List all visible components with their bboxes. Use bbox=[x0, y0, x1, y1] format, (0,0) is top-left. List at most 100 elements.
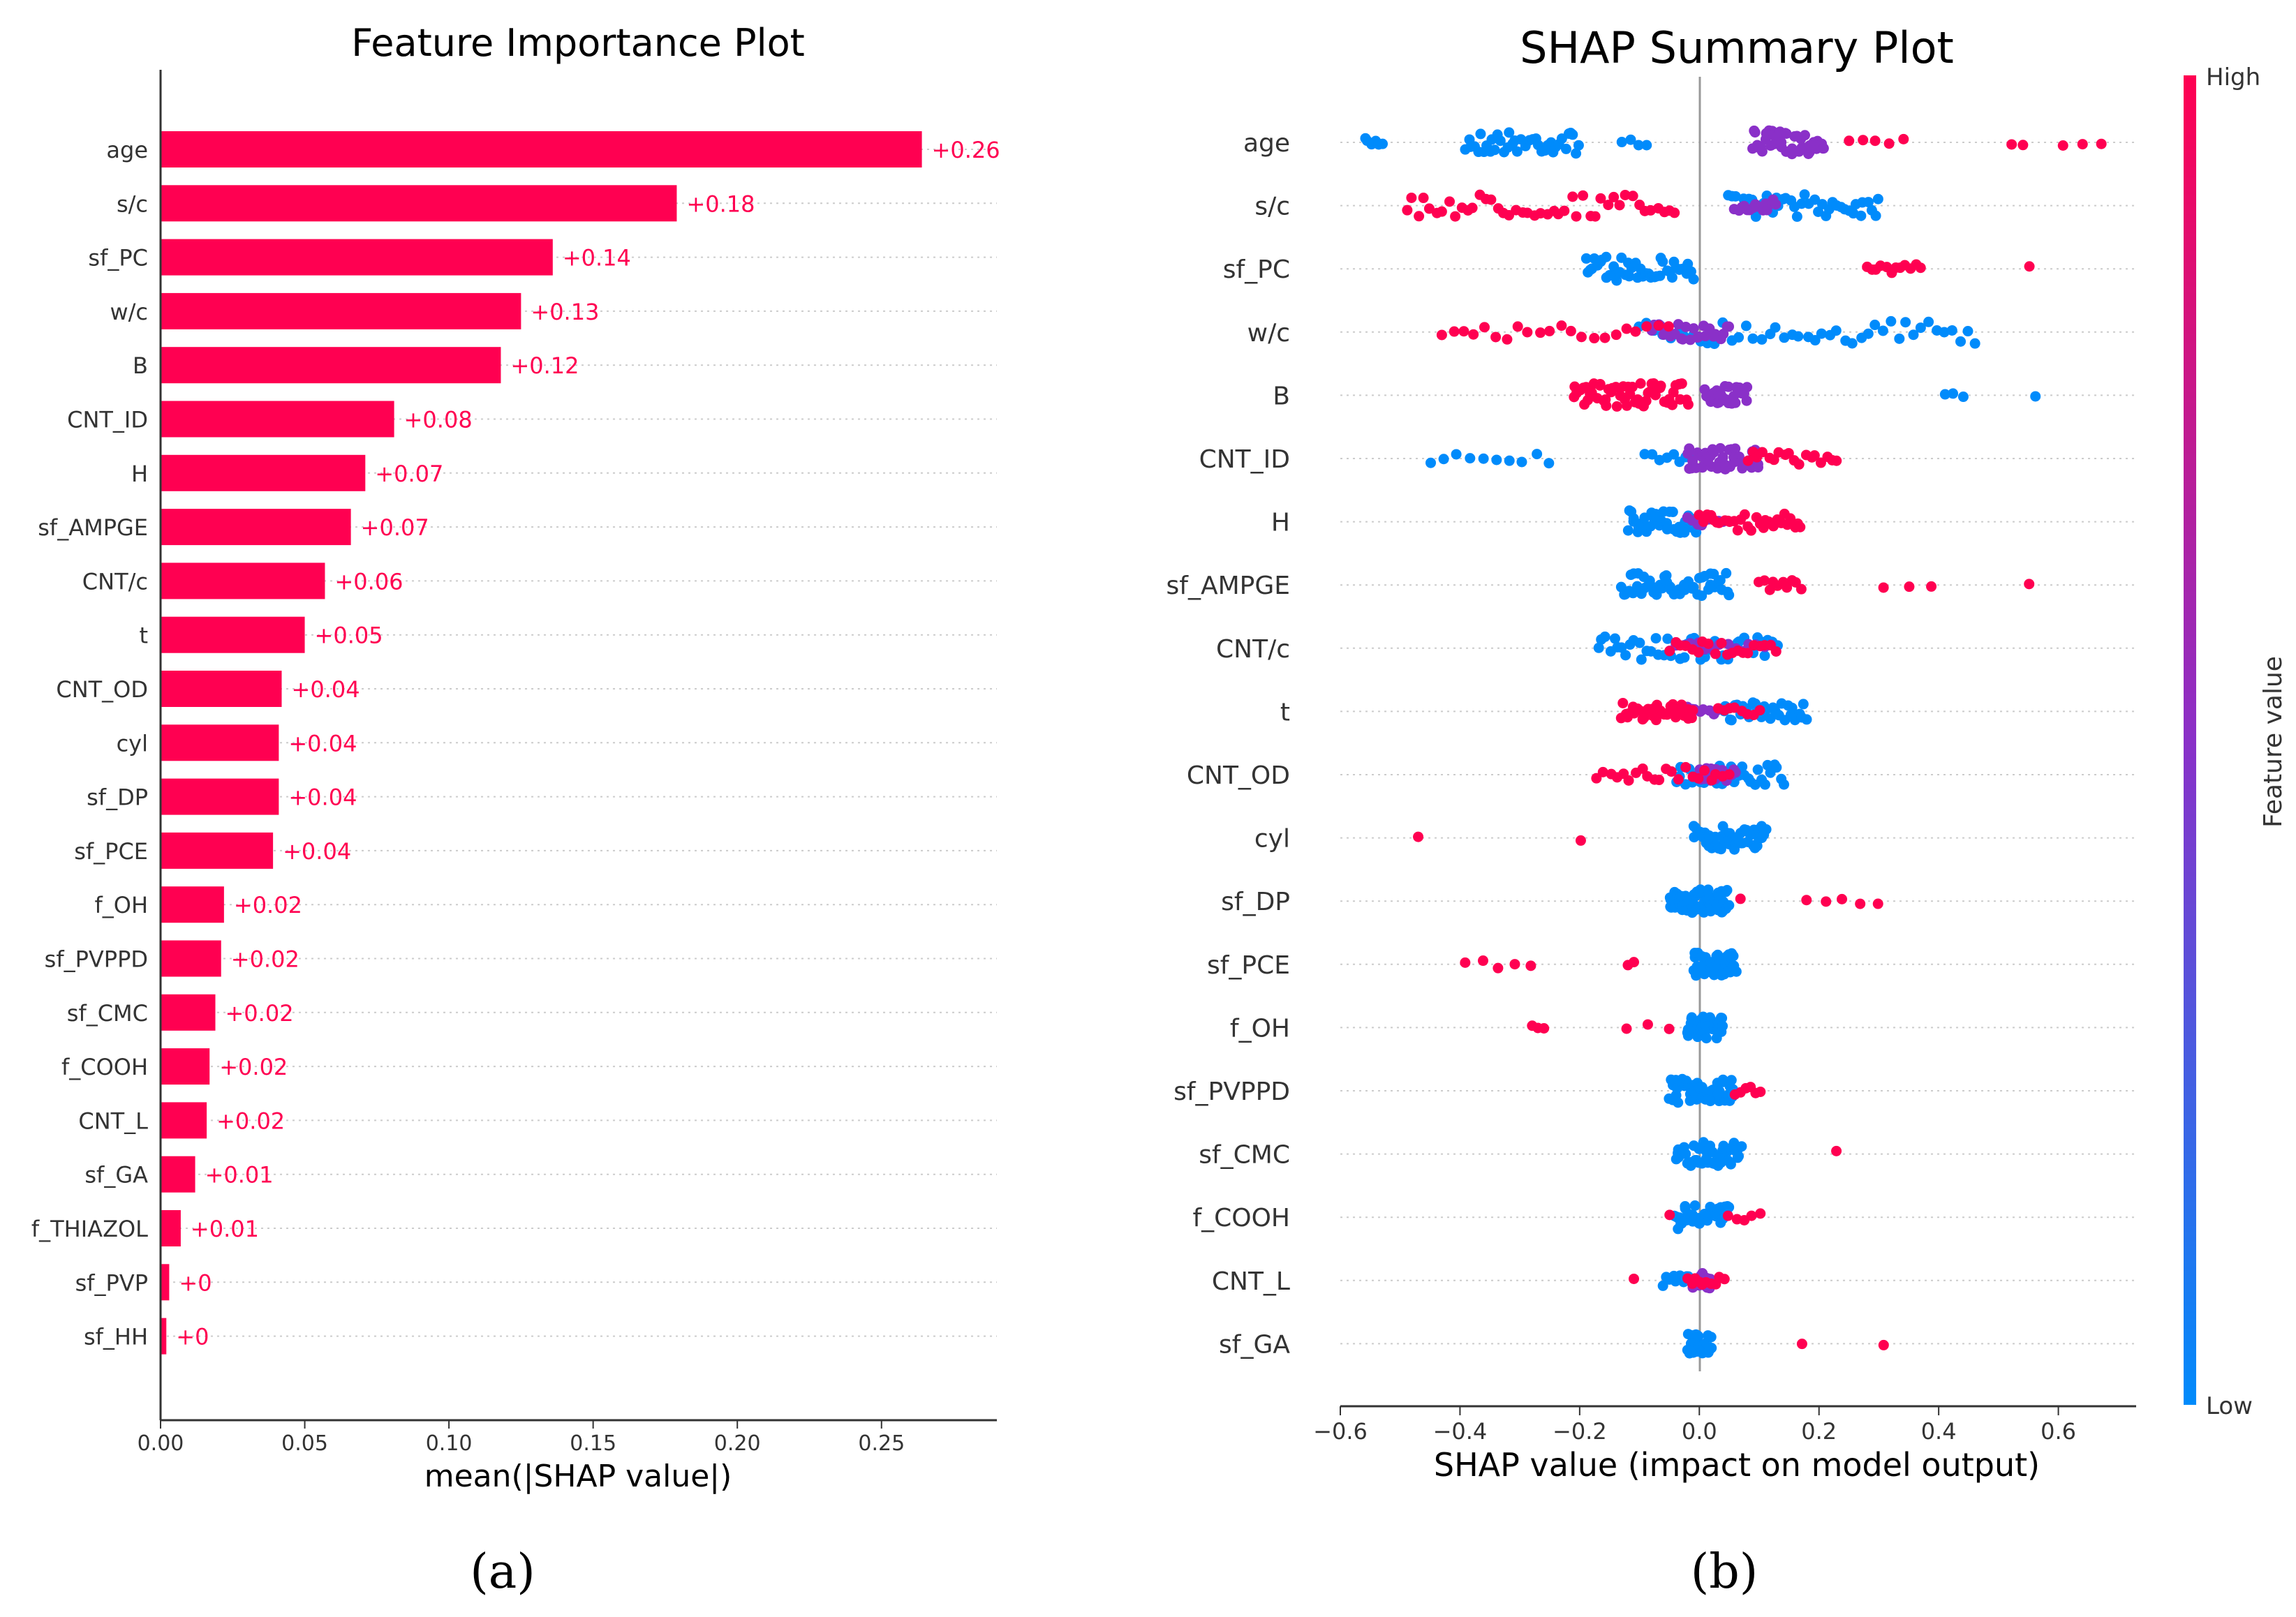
point-sf_PVPPD-low bbox=[1726, 1075, 1737, 1086]
point-w/c-low bbox=[1908, 329, 1919, 341]
point-B-high bbox=[1640, 395, 1652, 406]
bar-sf_PVP bbox=[161, 1264, 170, 1301]
point-CNT/c-low bbox=[1593, 642, 1604, 653]
point-f_OH-low bbox=[1701, 1033, 1712, 1044]
point-sf_PC-low bbox=[1580, 253, 1592, 264]
point-t-low bbox=[1801, 714, 1812, 725]
point-t-high bbox=[1687, 705, 1698, 716]
point-sf_PCE-high bbox=[1493, 962, 1504, 974]
bar-sf_HH bbox=[161, 1318, 167, 1355]
bar-s/c bbox=[161, 185, 677, 222]
point-w/c-low bbox=[1962, 326, 1973, 337]
point-f_OH-high bbox=[1664, 1023, 1675, 1034]
point-sf_DP-high bbox=[1801, 895, 1812, 906]
point-age-low bbox=[1641, 140, 1652, 151]
point-w/c-high bbox=[1449, 326, 1460, 337]
bar-value-label: +0.04 bbox=[288, 784, 357, 811]
point-B-low bbox=[1948, 388, 1959, 399]
category-label-B: B bbox=[133, 352, 148, 379]
point-sf_PC-low bbox=[1654, 270, 1666, 281]
bar-CNT/c bbox=[161, 562, 325, 599]
point-t-high bbox=[1667, 699, 1678, 710]
category-label-sf_CMC: sf_CMC bbox=[67, 1000, 148, 1027]
category-label-CNT/c: CNT/c bbox=[1216, 635, 1290, 664]
point-t-high bbox=[1650, 715, 1661, 726]
point-w/c-low bbox=[1747, 333, 1758, 344]
point-CNT_ID-low bbox=[1438, 454, 1449, 465]
point-w/c-low bbox=[1809, 335, 1821, 346]
point-w/c-low bbox=[1946, 325, 1957, 336]
bar-value-label: +0.13 bbox=[531, 299, 599, 325]
bar-sf_PC bbox=[161, 239, 553, 276]
category-label-f_COOH: f_COOH bbox=[61, 1054, 148, 1080]
point-sf_PCE-low bbox=[1728, 951, 1739, 962]
category-label-sf_PVPPD: sf_PVPPD bbox=[1173, 1078, 1290, 1106]
point-sf_DP-high bbox=[1735, 893, 1746, 904]
bar-sf_CMC bbox=[161, 994, 216, 1031]
point-s/c-high bbox=[1590, 211, 1601, 222]
point-t-low bbox=[1798, 699, 1809, 710]
point-sf_PC-high bbox=[2024, 261, 2035, 272]
point-s/c-high bbox=[1608, 191, 1620, 202]
category-label-B: B bbox=[1273, 382, 1290, 410]
bar-w/c bbox=[161, 292, 521, 329]
point-age-low bbox=[1571, 148, 1582, 159]
point-CNT_ID-low bbox=[1425, 457, 1437, 468]
category-label-sf_DP: sf_DP bbox=[1221, 888, 1290, 916]
panel-b-points bbox=[1360, 125, 2107, 1359]
point-s/c-high bbox=[1414, 211, 1425, 222]
bar-H bbox=[161, 454, 366, 491]
point-s/c-high bbox=[1571, 211, 1582, 222]
point-sf_CMC-high bbox=[1831, 1145, 1842, 1156]
colorbar-title: Feature value bbox=[2259, 656, 2288, 828]
point-CNT/c-high bbox=[1716, 638, 1727, 649]
point-w/c-low bbox=[1915, 322, 1926, 334]
point-CNT_ID-high bbox=[1809, 450, 1820, 461]
point-sf_PVPPD-low bbox=[1717, 1074, 1728, 1085]
bar-cyl bbox=[161, 724, 279, 761]
point-age-low bbox=[1625, 134, 1636, 145]
point-CNT_ID-low bbox=[1491, 454, 1502, 465]
point-s/c-low bbox=[1730, 191, 1741, 202]
point-sf_PVPPD-low bbox=[1673, 1097, 1684, 1108]
point-s/c-high bbox=[1595, 193, 1606, 204]
point-H-low bbox=[1622, 525, 1634, 536]
point-age-mid bbox=[1756, 146, 1768, 157]
point-sf_PCE-high bbox=[1629, 957, 1640, 968]
point-age-high bbox=[2017, 140, 2029, 151]
point-f_COOH-high bbox=[1746, 1210, 1757, 1221]
point-B-high bbox=[1676, 378, 1687, 389]
point-sf_AMPGE-high bbox=[1759, 575, 1770, 586]
point-w/c-low bbox=[1939, 327, 1950, 338]
panel-b-caption: (b) bbox=[1691, 1544, 1758, 1600]
point-CNT_OD-high bbox=[1693, 773, 1704, 784]
point-w/c-high bbox=[1512, 321, 1523, 332]
category-label-CNT_ID: CNT_ID bbox=[67, 407, 148, 433]
point-B-high bbox=[1627, 381, 1638, 392]
point-CNT/c-low bbox=[1759, 650, 1770, 662]
point-sf_GA-low bbox=[1691, 1329, 1703, 1341]
point-B-high bbox=[1621, 400, 1632, 411]
category-label-H: H bbox=[1271, 509, 1290, 537]
point-w/c-low bbox=[1779, 332, 1790, 343]
point-sf_AMPGE-low bbox=[1696, 590, 1708, 602]
point-w/c-low bbox=[1740, 320, 1751, 331]
point-w/c-low bbox=[1793, 331, 1804, 342]
point-f_OH-low bbox=[1715, 1013, 1726, 1024]
point-s/c-high bbox=[1567, 191, 1578, 202]
point-w/c-low bbox=[1886, 315, 1897, 327]
point-w/c-high bbox=[1589, 333, 1600, 344]
point-age-mid bbox=[1781, 128, 1792, 139]
point-B-high bbox=[1655, 380, 1666, 392]
point-CNT_L-high bbox=[1629, 1273, 1640, 1284]
point-CNT_ID-low bbox=[1504, 455, 1515, 466]
bar-sf_PVPPD bbox=[161, 940, 221, 977]
point-CNT/c-high bbox=[1742, 648, 1754, 659]
point-w/c-low bbox=[1756, 334, 1768, 345]
category-label-sf_PC: sf_PC bbox=[88, 245, 148, 271]
point-CNT_ID-low bbox=[1647, 449, 1658, 460]
point-f_OH-high bbox=[1621, 1023, 1632, 1034]
category-label-sf_DP: sf_DP bbox=[87, 784, 148, 811]
point-f_COOH-high bbox=[1664, 1209, 1675, 1221]
category-label-t: t bbox=[139, 623, 148, 649]
